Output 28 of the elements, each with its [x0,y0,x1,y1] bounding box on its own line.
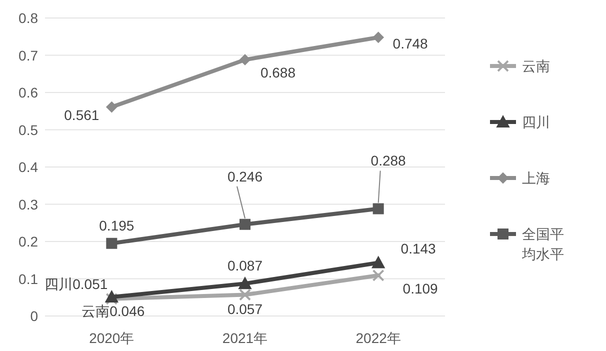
data-label: 0.143 [400,240,436,257]
data-label: 0.195 [99,217,134,234]
data-label: 0.246 [227,168,263,184]
data-label: 0.748 [392,35,428,52]
legend-label: 云南 [522,58,550,74]
data-label: 0.087 [227,258,263,274]
x-tick-label: 2021年 [222,330,268,346]
x-tick-label: 2022年 [356,330,401,346]
y-tick-label: 0.6 [18,84,38,100]
data-label: 0.288 [370,152,406,169]
legend-label: 上海 [522,170,550,186]
y-tick-label: 0.4 [18,159,38,175]
y-tick-label: 0.2 [18,234,38,250]
data-label: 云南0.046 [82,302,145,319]
y-tick-label: 0.8 [18,10,38,26]
y-tick-label: 0.1 [18,270,38,287]
legend-label: 全国平均水平 [521,226,564,262]
data-label: 0.109 [402,280,438,296]
legend-label: 四川 [522,114,550,130]
data-label: 0.561 [64,107,100,124]
y-tick-label: 0.3 [18,196,38,212]
x-tick-label: 2020年 [89,330,134,346]
data-label: 0.688 [260,64,296,81]
y-tick-label: 0.7 [18,47,38,64]
y-tick-label: 0.5 [18,122,38,138]
data-label: 四川0.051 [44,276,108,292]
data-label: 0.057 [227,300,263,317]
y-tick-label: 0 [30,308,38,324]
